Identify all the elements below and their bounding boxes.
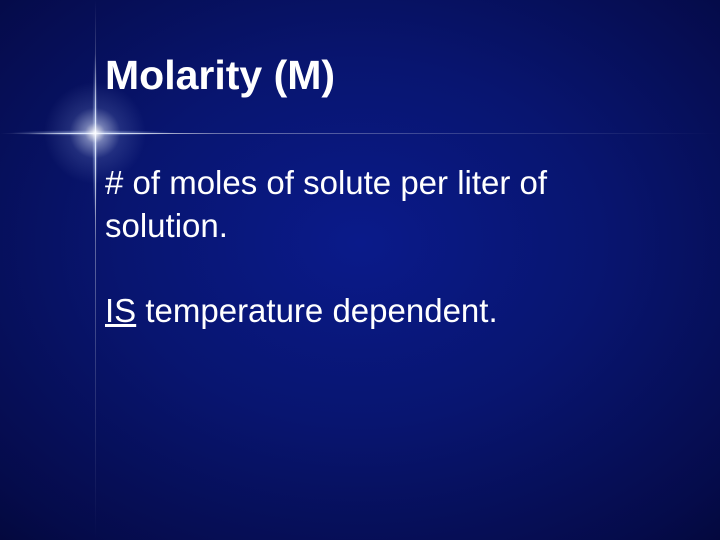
horizontal-divider [0,133,720,134]
vertical-divider [95,0,96,540]
slide-title: Molarity (M) [105,52,335,99]
body-text-2: IS temperature dependent. [105,290,645,333]
underlined-word: IS [105,292,136,329]
slide: Molarity (M) # of moles of solute per li… [0,0,720,540]
body-text-1: # of moles of solute per liter of soluti… [105,162,645,248]
body-text-2-rest: temperature dependent. [136,292,497,329]
